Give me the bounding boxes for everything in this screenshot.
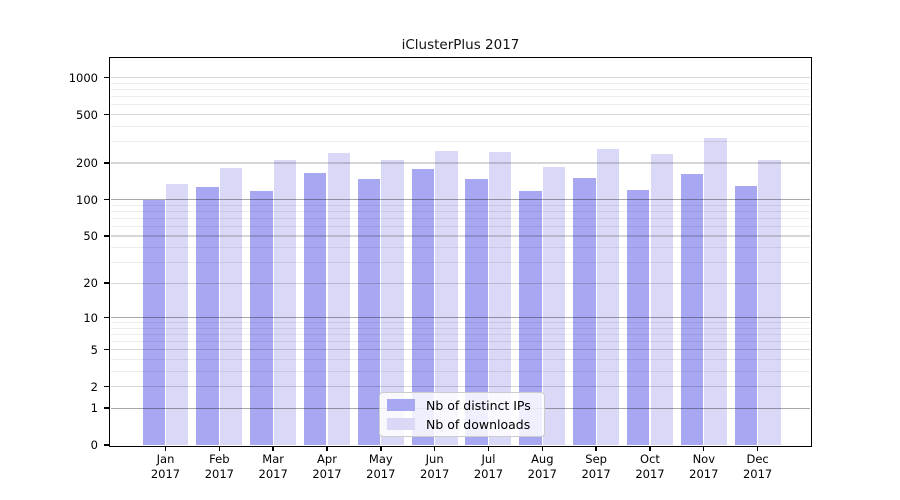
y-tick-label-2: 2: [90, 379, 98, 394]
bar-downloads-mar: [273, 159, 297, 445]
x-tick-label-sep: Sep 2017: [581, 452, 611, 481]
y-tick-mark-1: [104, 407, 110, 409]
legend-swatch-distinct-ips: [387, 399, 415, 411]
y-tick-mark-200: [104, 162, 110, 164]
x-tick-mark-oct: [649, 446, 651, 451]
x-tick-mark-mar: [272, 446, 274, 451]
y-tick-label-200: 200: [76, 156, 98, 171]
x-tick-label-feb: Feb 2017: [204, 452, 234, 481]
y-tick-mark-100: [104, 198, 110, 201]
legend-item-distinct-ips: Nb of distinct IPs: [387, 398, 537, 413]
bar-distinct-ips-feb: [196, 187, 219, 445]
legend-label-distinct-ips: Nb of distinct IPs: [426, 397, 531, 413]
x-tick-label-apr: Apr 2017: [312, 452, 342, 481]
bar-downloads-aug: [542, 166, 566, 445]
y-tick-mark-5: [104, 349, 110, 351]
x-tick-mark-sep: [595, 446, 597, 451]
y-tick-label-1: 1: [90, 401, 98, 416]
bar-distinct-ips-jan: [142, 200, 165, 445]
y-tick-label-50: 50: [83, 228, 98, 243]
legend: Nb of distinct IPs Nb of downloads: [379, 392, 545, 437]
bar-distinct-ips-may: [357, 179, 381, 445]
y-tick-mark-500: [104, 113, 110, 116]
y-tick-mark-10: [104, 316, 110, 319]
bar-distinct-ips-jul: [465, 178, 488, 445]
x-tick-mark-aug: [541, 446, 543, 451]
y-tick-label-100: 100: [76, 192, 98, 207]
x-tick-mark-dec: [756, 446, 759, 451]
bar-downloads-apr: [327, 153, 350, 445]
bar-downloads-oct: [650, 153, 673, 445]
x-tick-mark-feb: [218, 446, 221, 451]
bar-distinct-ips-mar: [250, 191, 273, 445]
x-tick-label-jan: Jan 2017: [150, 452, 181, 481]
bar-downloads-feb: [219, 167, 243, 445]
bar-distinct-ips-oct: [626, 189, 650, 445]
x-tick-mark-may: [380, 446, 382, 451]
bar-distinct-ips-sep: [573, 177, 596, 445]
y-tick-mark-20: [104, 282, 110, 284]
x-tick-label-nov: Nov 2017: [689, 452, 719, 481]
legend-swatch-downloads: [387, 418, 415, 430]
x-tick-label-aug: Aug 2017: [527, 452, 557, 481]
x-tick-label-may: May 2017: [366, 452, 396, 481]
bars-layer: [111, 59, 810, 445]
y-tick-mark-1000: [104, 77, 110, 79]
bar-downloads-jan: [166, 184, 189, 445]
y-tick-label-1000: 1000: [68, 70, 98, 85]
y-tick-label-0: 0: [90, 438, 98, 452]
legend-item-downloads: Nb of downloads: [387, 417, 537, 432]
x-tick-mark-jan: [164, 446, 167, 451]
y-tick-label-500: 500: [76, 107, 98, 122]
chart-title: iClusterPlus 2017: [401, 37, 520, 53]
bar-downloads-dec: [758, 159, 781, 445]
bar-downloads-may: [381, 159, 404, 445]
y-tick-mark-2: [104, 385, 110, 388]
x-tick-label-jun: Jun 2017: [420, 452, 450, 481]
x-tick-mark-jun: [433, 446, 436, 451]
y-tick-label-5: 5: [90, 342, 98, 357]
y-tick-label-10: 10: [83, 310, 98, 325]
y-tick-mark-0: [104, 444, 110, 446]
y-tick-label-20: 20: [83, 276, 98, 291]
legend-label-downloads: Nb of downloads: [426, 416, 531, 432]
x-tick-label-oct: Oct 2017: [635, 452, 665, 481]
bar-downloads-jul: [489, 151, 512, 445]
bar-downloads-sep: [596, 149, 620, 445]
x-tick-label-jul: Jul 2017: [473, 452, 504, 481]
bar-distinct-ips-nov: [680, 173, 704, 445]
x-tick-label-dec: Dec 2017: [742, 452, 773, 481]
bar-distinct-ips-apr: [303, 173, 327, 445]
x-tick-mark-apr: [326, 446, 328, 451]
y-tick-mark-50: [104, 235, 110, 237]
bar-downloads-jun: [435, 150, 458, 445]
plot-area: Nb of distinct IPs Nb of downloads: [109, 57, 812, 447]
bar-distinct-ips-jun: [411, 169, 435, 445]
x-tick-mark-nov: [703, 446, 705, 451]
bar-distinct-ips-dec: [734, 185, 758, 445]
x-tick-mark-jul: [487, 446, 490, 451]
bar-distinct-ips-aug: [519, 190, 542, 445]
x-tick-label-mar: Mar 2017: [258, 452, 288, 481]
bar-downloads-nov: [704, 138, 727, 445]
